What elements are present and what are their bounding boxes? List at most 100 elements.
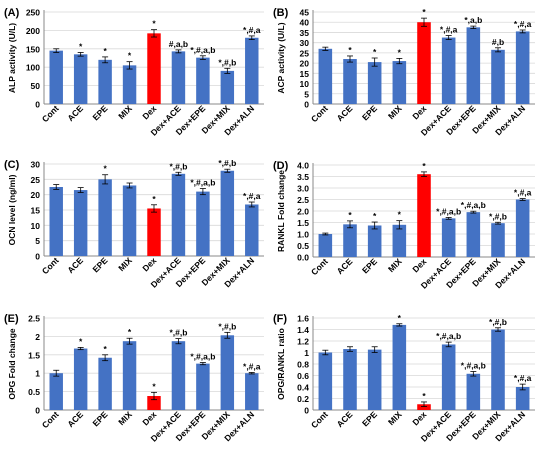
y-tick-label: 25 <box>31 175 41 185</box>
x-tick-label: EPE <box>360 409 379 428</box>
bar-epe <box>367 62 382 104</box>
y-tick-label: 150 <box>26 44 40 54</box>
x-tick-label: EPE <box>90 255 109 274</box>
significance-label: *,#,a,b <box>190 352 215 362</box>
bar-epe <box>98 59 112 104</box>
significance-label: * <box>103 46 107 56</box>
x-tick-label: ACE <box>65 409 85 429</box>
y-tick-label: 30 <box>300 38 310 48</box>
significance-label: *,a,b <box>464 15 482 25</box>
significance-label: *,#,a,b <box>190 45 215 55</box>
bar-dex-aln <box>515 387 530 410</box>
significance-label: *,#,a <box>243 361 261 371</box>
y-tick-label: 2.5 <box>28 314 40 324</box>
y-tick-label: 4.0 <box>297 161 309 171</box>
significance-label: *,#,a,b <box>190 178 215 188</box>
bar-dex <box>147 33 161 104</box>
x-tick-label: Dex <box>410 409 428 427</box>
bar-ace <box>73 348 88 410</box>
y-tick-label: 1.5 <box>297 218 309 228</box>
significance-label: * <box>348 210 352 220</box>
significance-label: *,#,a <box>243 191 261 201</box>
x-tick-label: Cont <box>309 103 330 124</box>
significance-label: *,#,a,b <box>436 206 461 216</box>
bar-mix <box>122 65 137 104</box>
panel-label: (C) <box>4 159 20 171</box>
significance-label: *,#,a <box>514 19 532 29</box>
y-axis-label: RANKL Fold change <box>276 170 286 252</box>
bar-ace <box>343 349 357 410</box>
bar-dex-mix <box>491 223 505 257</box>
significance-label: * <box>79 336 83 346</box>
y-axis-label: ALP activity (U/L) <box>7 23 17 93</box>
significance-label: * <box>152 194 156 204</box>
bar-dex <box>417 404 431 410</box>
x-tick-label: MIX <box>386 409 404 427</box>
bar-dex-mix <box>220 70 235 104</box>
significance-label: *,#,b <box>218 57 236 67</box>
y-tick-label: 2.0 <box>297 207 309 217</box>
bar-epe <box>98 357 112 410</box>
bar-epe <box>367 225 382 257</box>
y-tick-label: 0.4 <box>297 383 309 393</box>
x-tick-label: EPE <box>360 103 379 122</box>
y-tick-label: 20 <box>300 59 310 69</box>
bar-ace <box>73 190 88 256</box>
x-tick-label: MIX <box>116 409 134 427</box>
y-tick-label: 1.0 <box>297 230 309 240</box>
panel-label: (A) <box>4 7 20 19</box>
significance-label: * <box>398 210 402 220</box>
x-tick-label: EPE <box>360 256 379 275</box>
x-tick-label: Dex <box>140 255 158 273</box>
y-tick-label: 0.0 <box>297 253 309 263</box>
bar-dex-aln <box>515 199 530 257</box>
y-tick-label: 5 <box>35 236 40 246</box>
x-tick-label: Cont <box>40 409 61 430</box>
chart-panel-1: (A) 0 50 100 150 200 250 ALP activity (U/L) Cont… <box>4 7 264 138</box>
y-tick-label: 1 <box>304 348 309 358</box>
y-tick-label: 0 <box>35 100 40 110</box>
y-tick-label: 3.5 <box>297 172 309 182</box>
significance-label: * <box>348 45 352 55</box>
bar-dex <box>147 208 161 256</box>
y-tick-label: 0 <box>304 406 309 416</box>
y-tick-label: 50 <box>31 81 41 91</box>
panel-label: (E) <box>4 313 19 325</box>
significance-label: *,#,b <box>169 328 187 338</box>
bar-mix <box>392 324 407 410</box>
significance-label: *,#,b <box>218 321 236 331</box>
chart-panel-4: (D) 0.0 0.51.0 1.52.0 2.53.0 3.54.0 RANKL Fold… <box>273 160 535 291</box>
bar-dex <box>147 396 161 410</box>
bar-ace <box>343 59 357 104</box>
bar-dex-epe <box>466 212 481 257</box>
significance-label: * <box>103 164 107 174</box>
bar-cont <box>318 352 333 410</box>
significance-label: * <box>373 211 377 221</box>
significance-label: * <box>422 161 426 171</box>
y-tick-label: 1.5 <box>28 350 40 360</box>
significance-label: * <box>422 391 426 401</box>
bar-cont <box>49 50 63 104</box>
bar-mix <box>392 224 407 257</box>
y-tick-label: 0 <box>304 100 309 110</box>
significance-label: * <box>103 344 107 354</box>
significance-label: * <box>398 313 402 323</box>
y-tick-label: 100 <box>26 63 40 73</box>
y-axis-label: OPG Fold change <box>7 328 17 400</box>
significance-label: *,#,b <box>489 211 507 221</box>
x-tick-label: ACE <box>335 103 355 123</box>
chart-panel-6: (F) 0 0.20.4 0.60.8 11.2 1.41.6 OPG/RANKL rati… <box>273 313 535 444</box>
y-tick-label: 0.8 <box>297 360 309 370</box>
significance-label: *,#,b <box>169 161 187 171</box>
x-tick-label: ACE <box>65 103 85 123</box>
bar-dex-aln <box>515 31 530 104</box>
bar-dex-epe <box>196 57 210 104</box>
y-tick-label: 250 <box>26 8 40 18</box>
bar-dex-ace <box>441 344 456 410</box>
x-tick-label: Dex <box>410 256 428 274</box>
y-axis-label: ACP activity (U/L) <box>276 22 286 93</box>
bar-dex-mix <box>220 335 235 410</box>
bar-dex-ace <box>171 341 186 410</box>
significance-label: * <box>128 327 132 337</box>
y-tick-label: 2 <box>35 332 40 342</box>
